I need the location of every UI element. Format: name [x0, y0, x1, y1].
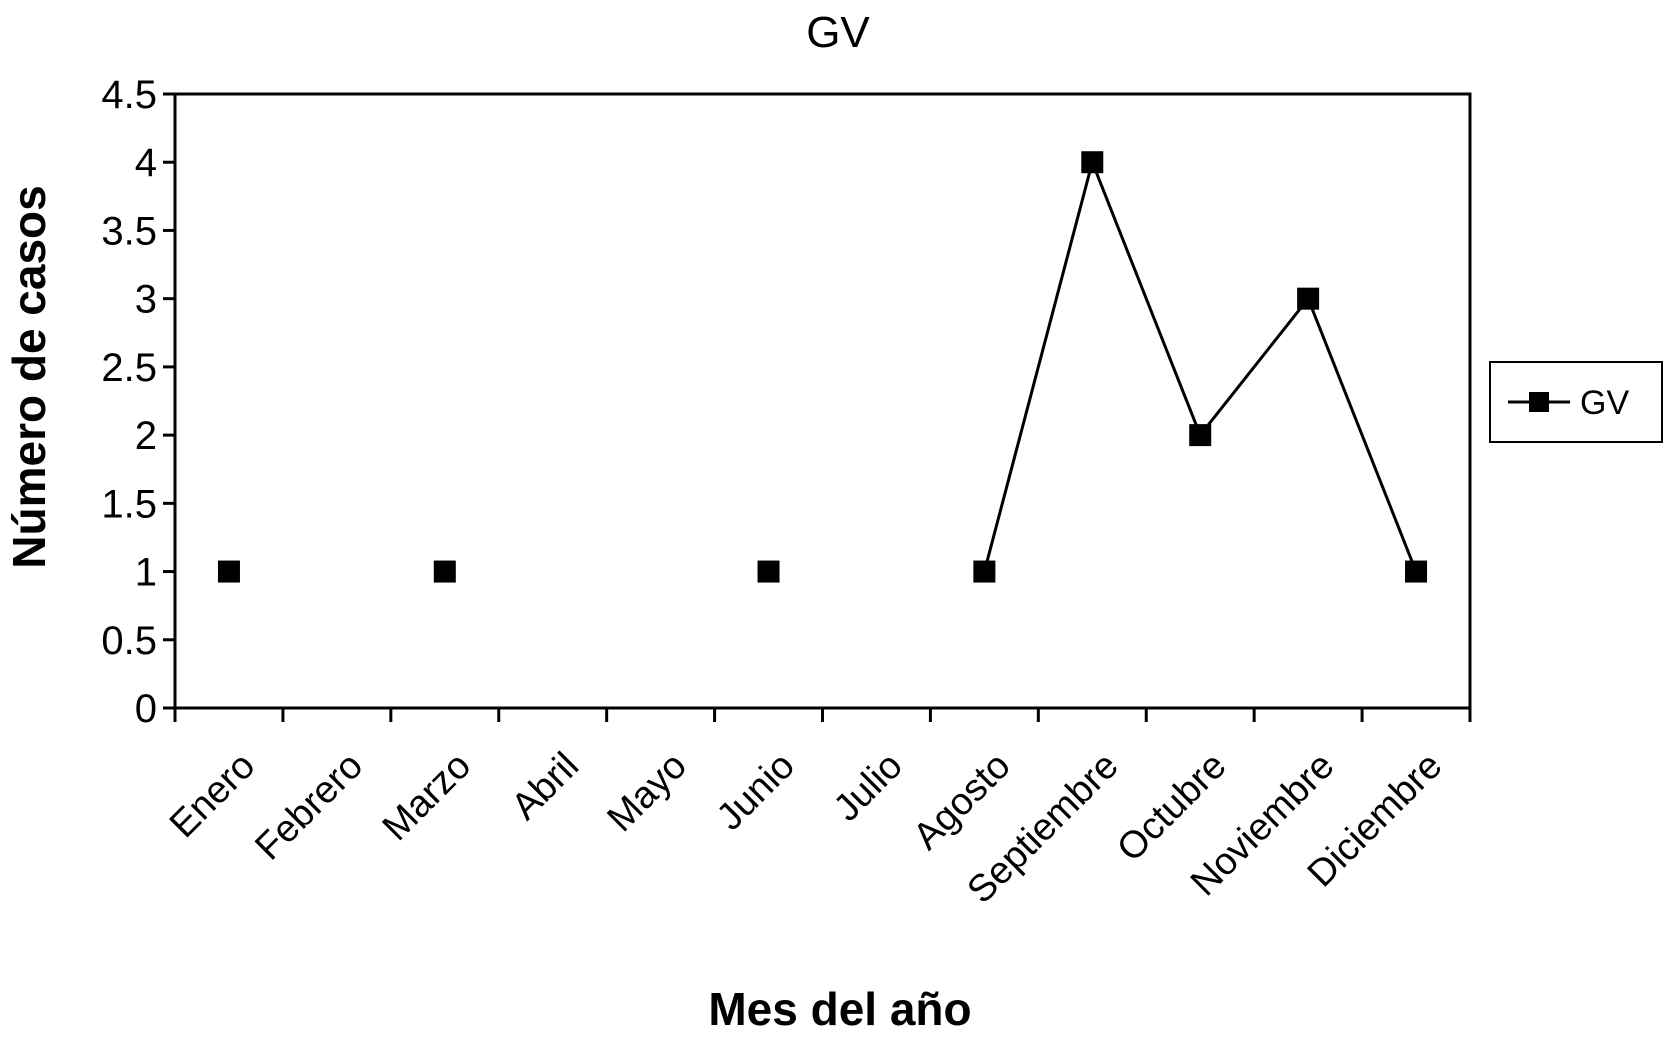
legend-marker-icon [1529, 392, 1549, 412]
x-tick-label: Junio [709, 745, 803, 839]
chart-title: GV [806, 8, 870, 57]
x-tick-label: Febrero [247, 745, 371, 869]
y-tick-label: 4 [135, 141, 157, 185]
data-point-octubre [1189, 424, 1212, 447]
y-tick-label: 3.5 [101, 209, 157, 253]
y-tick-label: 3 [135, 278, 157, 322]
x-tick-label: Julio [826, 745, 911, 830]
data-point-agosto [973, 560, 996, 583]
y-tick-label: 4.5 [101, 73, 157, 117]
data-point-marzo [433, 560, 456, 583]
legend-label: GV [1580, 384, 1629, 422]
data-point-septiembre [1081, 151, 1104, 174]
x-tick-label: Mayo [600, 745, 695, 840]
series-layer [217, 151, 1428, 583]
y-axis-ticks: 0 0.5 1 1.5 2 2.5 3 3.5 4 4.5 [101, 73, 175, 731]
x-tick-label: Abril [504, 745, 587, 828]
y-tick-label: 2 [135, 414, 157, 458]
data-point-diciembre [1405, 560, 1428, 583]
x-axis-label: Mes del año [708, 983, 971, 1035]
y-axis-label: Número de casos [3, 185, 55, 568]
y-tick-label: 0.5 [101, 619, 157, 663]
series-line-segment [1090, 161, 1202, 436]
data-point-junio [757, 560, 780, 583]
y-tick-label: 1 [135, 551, 157, 595]
x-tick-label: Enero [162, 745, 263, 846]
x-tick-label: Marzo [375, 745, 479, 849]
plot-frame [173, 92, 1472, 710]
legend: GV [1489, 361, 1663, 443]
data-point-enero [217, 560, 240, 583]
series-line-segment [1306, 298, 1418, 573]
plot-area [173, 92, 1472, 710]
y-tick-label: 2.5 [101, 346, 157, 390]
series-line-segment [1199, 297, 1310, 437]
series-line-segment [982, 161, 1094, 572]
data-point-noviembre [1297, 287, 1320, 310]
y-tick-label: 0 [135, 687, 157, 731]
y-tick-label: 1.5 [101, 482, 157, 526]
